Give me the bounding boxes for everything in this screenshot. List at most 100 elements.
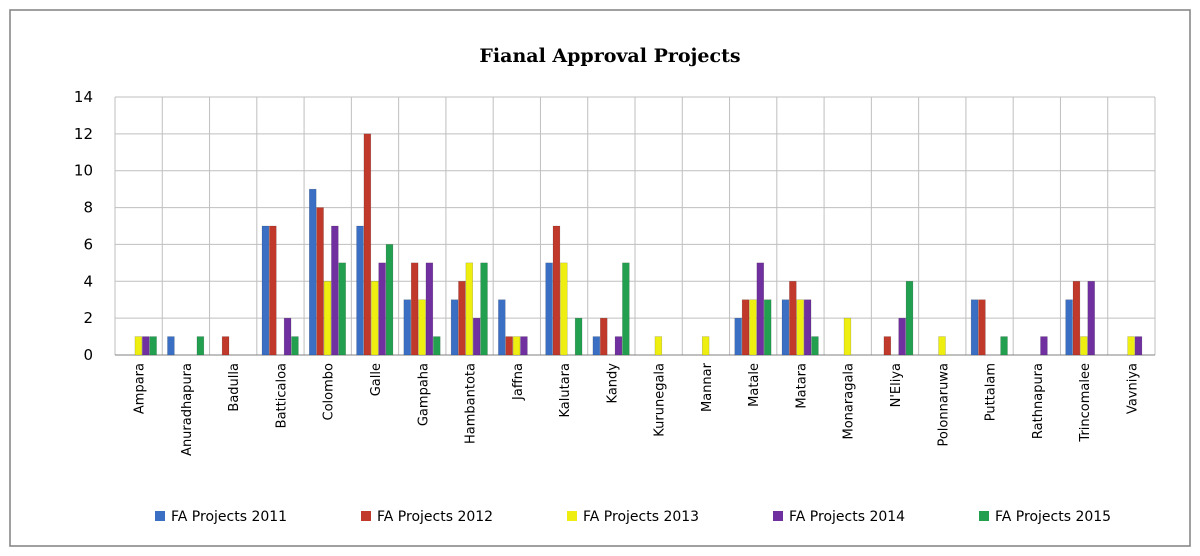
bar [418, 299, 426, 356]
x-tick-label: Kalutara [558, 363, 573, 418]
bar [134, 336, 143, 356]
bar [781, 299, 790, 356]
legend-label: FA Projects 2014 [789, 509, 905, 525]
y-tick-label: 6 [83, 235, 93, 253]
x-tick-label: Anuradhapura [180, 363, 195, 456]
y-tick-label: 2 [83, 309, 93, 327]
bar [505, 336, 513, 356]
chart-title: Fianal Approval Projects [479, 45, 740, 67]
bar [465, 262, 473, 356]
bar [472, 317, 481, 356]
x-tick-label: Polonnaruwa [936, 363, 951, 447]
x-tick-label: Matara [794, 363, 809, 409]
bar [371, 281, 379, 356]
legend-label: FA Projects 2015 [995, 509, 1111, 525]
x-tick-label: Galle [369, 363, 384, 396]
x-tick-label: Monaragala [842, 363, 857, 439]
bar [898, 317, 906, 356]
bar [480, 262, 488, 356]
x-tick-label: Kurunegala [653, 363, 668, 437]
x-tick-label: Badulla [227, 363, 242, 412]
bar [600, 317, 608, 356]
x-tick-label: Rathnapura [1031, 363, 1046, 439]
y-tick-label: 10 [74, 162, 93, 180]
bar [741, 299, 750, 356]
bar [763, 299, 772, 356]
bar [1065, 299, 1073, 356]
bar [221, 336, 230, 356]
bar [811, 336, 819, 356]
bar [734, 317, 742, 356]
bar [905, 281, 914, 356]
bar [560, 262, 568, 356]
bar [291, 336, 299, 356]
bar [269, 225, 277, 356]
x-tick-label: Kandy [605, 363, 620, 404]
legend-label: FA Projects 2013 [583, 509, 699, 525]
bar [309, 188, 317, 356]
bar [378, 262, 386, 356]
bar [338, 262, 346, 356]
bar [323, 281, 332, 356]
bar [433, 336, 441, 356]
bar [498, 299, 506, 356]
bar [1000, 336, 1008, 356]
bar [622, 262, 630, 356]
bar [363, 133, 372, 356]
bar [552, 225, 561, 356]
x-tick-label: Batticaloa [274, 363, 289, 428]
bar [978, 299, 986, 356]
bar [938, 336, 946, 356]
bar [1087, 281, 1095, 356]
legend-swatch [361, 511, 371, 521]
bar [1040, 336, 1048, 356]
bar [1134, 336, 1143, 356]
legend-label: FA Projects 2012 [377, 509, 493, 525]
bar [592, 336, 601, 356]
bar [1072, 281, 1081, 356]
bar [385, 244, 394, 356]
bar [574, 317, 583, 356]
bar [756, 262, 764, 356]
bar [196, 336, 205, 356]
y-tick-label: 8 [83, 199, 93, 217]
x-tick-label: Gampaha [416, 363, 431, 426]
legend-swatch [979, 511, 989, 521]
bar [450, 299, 459, 356]
x-tick-label: Jaffna [511, 363, 526, 401]
bar [654, 336, 663, 356]
legend-swatch [567, 511, 577, 521]
bar [283, 317, 292, 356]
bar [843, 317, 852, 356]
bar [512, 336, 521, 356]
bar [749, 299, 757, 356]
bar [142, 336, 150, 356]
y-tick-label: 14 [74, 88, 93, 106]
x-tick-label: Matale [747, 363, 762, 407]
bar [149, 336, 157, 356]
bar [356, 225, 364, 356]
bar [403, 299, 411, 356]
bar [614, 336, 623, 356]
chart-border [9, 9, 1191, 547]
bar [1127, 336, 1135, 356]
x-tick-label: Mannar [700, 362, 715, 412]
bar [970, 299, 979, 356]
x-tick-label: N'Eliya [889, 363, 904, 407]
bar [316, 207, 324, 356]
bar [883, 336, 892, 356]
bar [410, 262, 419, 356]
x-tick-label: Colombo [322, 363, 337, 421]
bar [1080, 336, 1088, 356]
bar [167, 336, 175, 356]
bar [458, 281, 466, 356]
bar [796, 299, 804, 356]
bar [545, 262, 553, 356]
y-tick-label: 4 [83, 272, 93, 290]
bar [789, 281, 797, 356]
bar [261, 225, 270, 356]
x-tick-label: Puttalam [984, 363, 999, 421]
x-tick-label: Hambantota [464, 363, 479, 444]
y-tick-label: 12 [74, 125, 93, 143]
